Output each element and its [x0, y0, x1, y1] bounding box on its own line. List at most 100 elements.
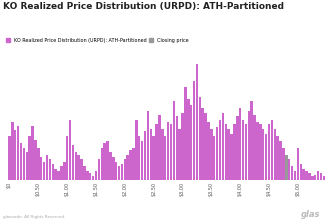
Bar: [112, 157, 115, 180]
Bar: [92, 176, 94, 180]
Bar: [176, 116, 178, 180]
Bar: [187, 99, 189, 180]
Bar: [49, 160, 51, 180]
Bar: [170, 125, 172, 180]
Bar: [40, 157, 43, 180]
Bar: [34, 140, 37, 180]
Bar: [57, 171, 60, 180]
Bar: [265, 134, 267, 180]
Bar: [8, 136, 11, 180]
Bar: [213, 136, 215, 180]
Bar: [207, 122, 210, 180]
Bar: [51, 164, 54, 180]
Bar: [300, 164, 302, 180]
Bar: [132, 148, 135, 180]
Bar: [121, 164, 123, 180]
Bar: [158, 115, 161, 180]
Bar: [279, 141, 282, 180]
Text: KO Realized Price Distribution (URPD): ATH-Partitioned: KO Realized Price Distribution (URPD): A…: [3, 2, 284, 11]
Bar: [126, 155, 129, 180]
Bar: [86, 171, 88, 180]
Bar: [11, 122, 14, 180]
Bar: [268, 125, 270, 180]
Bar: [89, 173, 91, 180]
Bar: [245, 125, 247, 180]
Bar: [95, 171, 97, 180]
Bar: [152, 136, 155, 180]
Bar: [199, 97, 201, 180]
Bar: [285, 155, 287, 180]
Bar: [256, 122, 259, 180]
Bar: [25, 152, 28, 180]
Bar: [271, 120, 273, 180]
Bar: [305, 171, 308, 180]
Bar: [277, 136, 279, 180]
Bar: [46, 155, 48, 180]
Bar: [193, 81, 195, 180]
Bar: [224, 125, 227, 180]
Bar: [23, 148, 25, 180]
Bar: [173, 101, 175, 180]
Bar: [311, 176, 314, 180]
Bar: [66, 136, 68, 180]
Bar: [210, 129, 213, 180]
Text: glas: glas: [301, 210, 320, 219]
Bar: [167, 122, 169, 180]
Bar: [60, 166, 63, 180]
Bar: [164, 136, 166, 180]
Bar: [106, 141, 109, 180]
Bar: [109, 152, 112, 180]
Bar: [144, 132, 146, 180]
Bar: [118, 166, 120, 180]
Bar: [297, 148, 299, 180]
Bar: [28, 136, 31, 180]
Bar: [288, 160, 290, 180]
Bar: [14, 130, 16, 180]
Bar: [216, 127, 218, 180]
Bar: [98, 160, 100, 180]
Bar: [141, 141, 143, 180]
Bar: [236, 116, 239, 180]
Bar: [196, 64, 198, 180]
Bar: [149, 129, 152, 180]
Bar: [138, 136, 141, 180]
Bar: [239, 108, 242, 180]
Bar: [291, 166, 293, 180]
Bar: [219, 120, 221, 180]
Bar: [317, 171, 319, 180]
Text: glasnode. All Rights Reserved.: glasnode. All Rights Reserved.: [3, 215, 66, 219]
Bar: [124, 160, 126, 180]
Bar: [233, 125, 236, 180]
Bar: [101, 148, 103, 180]
Bar: [302, 169, 305, 180]
Bar: [242, 120, 244, 180]
Bar: [69, 120, 71, 180]
Bar: [274, 129, 276, 180]
Bar: [248, 110, 250, 180]
Bar: [308, 173, 311, 180]
Bar: [227, 129, 230, 180]
Bar: [181, 113, 184, 180]
Bar: [320, 173, 322, 180]
Bar: [253, 115, 256, 180]
Bar: [190, 105, 192, 180]
Bar: [43, 162, 45, 180]
Bar: [78, 155, 80, 180]
Bar: [75, 152, 77, 180]
Bar: [259, 125, 262, 180]
Bar: [202, 108, 204, 180]
Bar: [250, 101, 253, 180]
Bar: [184, 87, 187, 180]
Bar: [37, 148, 40, 180]
Bar: [230, 134, 233, 180]
Bar: [314, 175, 316, 180]
Bar: [80, 160, 83, 180]
Bar: [147, 110, 149, 180]
Bar: [115, 162, 117, 180]
Bar: [323, 176, 325, 180]
Bar: [222, 113, 224, 180]
Bar: [161, 129, 164, 180]
Bar: [63, 162, 65, 180]
Bar: [103, 143, 106, 180]
Bar: [20, 143, 22, 180]
